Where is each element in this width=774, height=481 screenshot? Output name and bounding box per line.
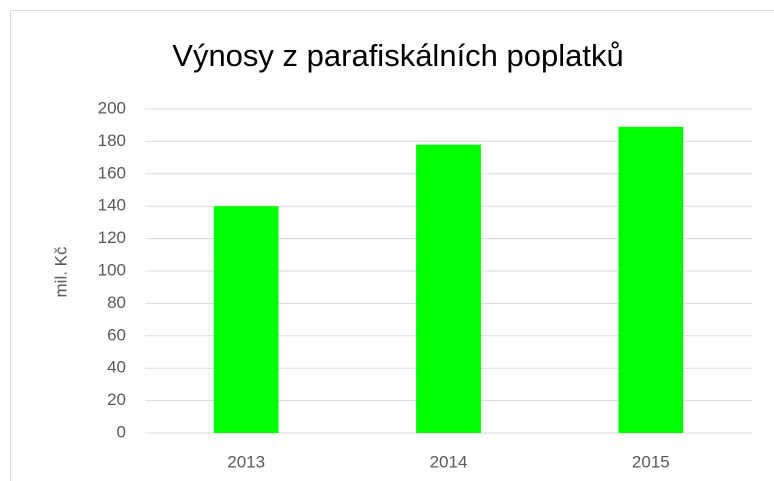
bar (213, 206, 279, 433)
y-tick-label: 180 (98, 131, 126, 150)
y-tick-label: 20 (107, 390, 126, 409)
y-tick-label: 80 (107, 293, 126, 312)
y-tick-label: 60 (107, 325, 126, 344)
chart-title: Výnosy z parafiskálních poplatků (172, 38, 623, 73)
x-tick-label: 2014 (430, 452, 468, 471)
y-tick-label: 0 (117, 422, 126, 441)
y-tick-label: 120 (98, 228, 126, 247)
bar (618, 126, 684, 433)
y-tick-label: 160 (98, 163, 126, 182)
y-tick-label: 140 (98, 196, 126, 215)
y-tick-label: 100 (98, 260, 126, 279)
y-axis-label: mil. Kč (51, 246, 70, 298)
bar (416, 144, 481, 433)
x-tick-label: 2015 (632, 452, 670, 471)
y-tick-label: 200 (98, 98, 126, 117)
y-tick-label: 40 (107, 358, 126, 377)
x-tick-label: 2013 (227, 452, 265, 471)
